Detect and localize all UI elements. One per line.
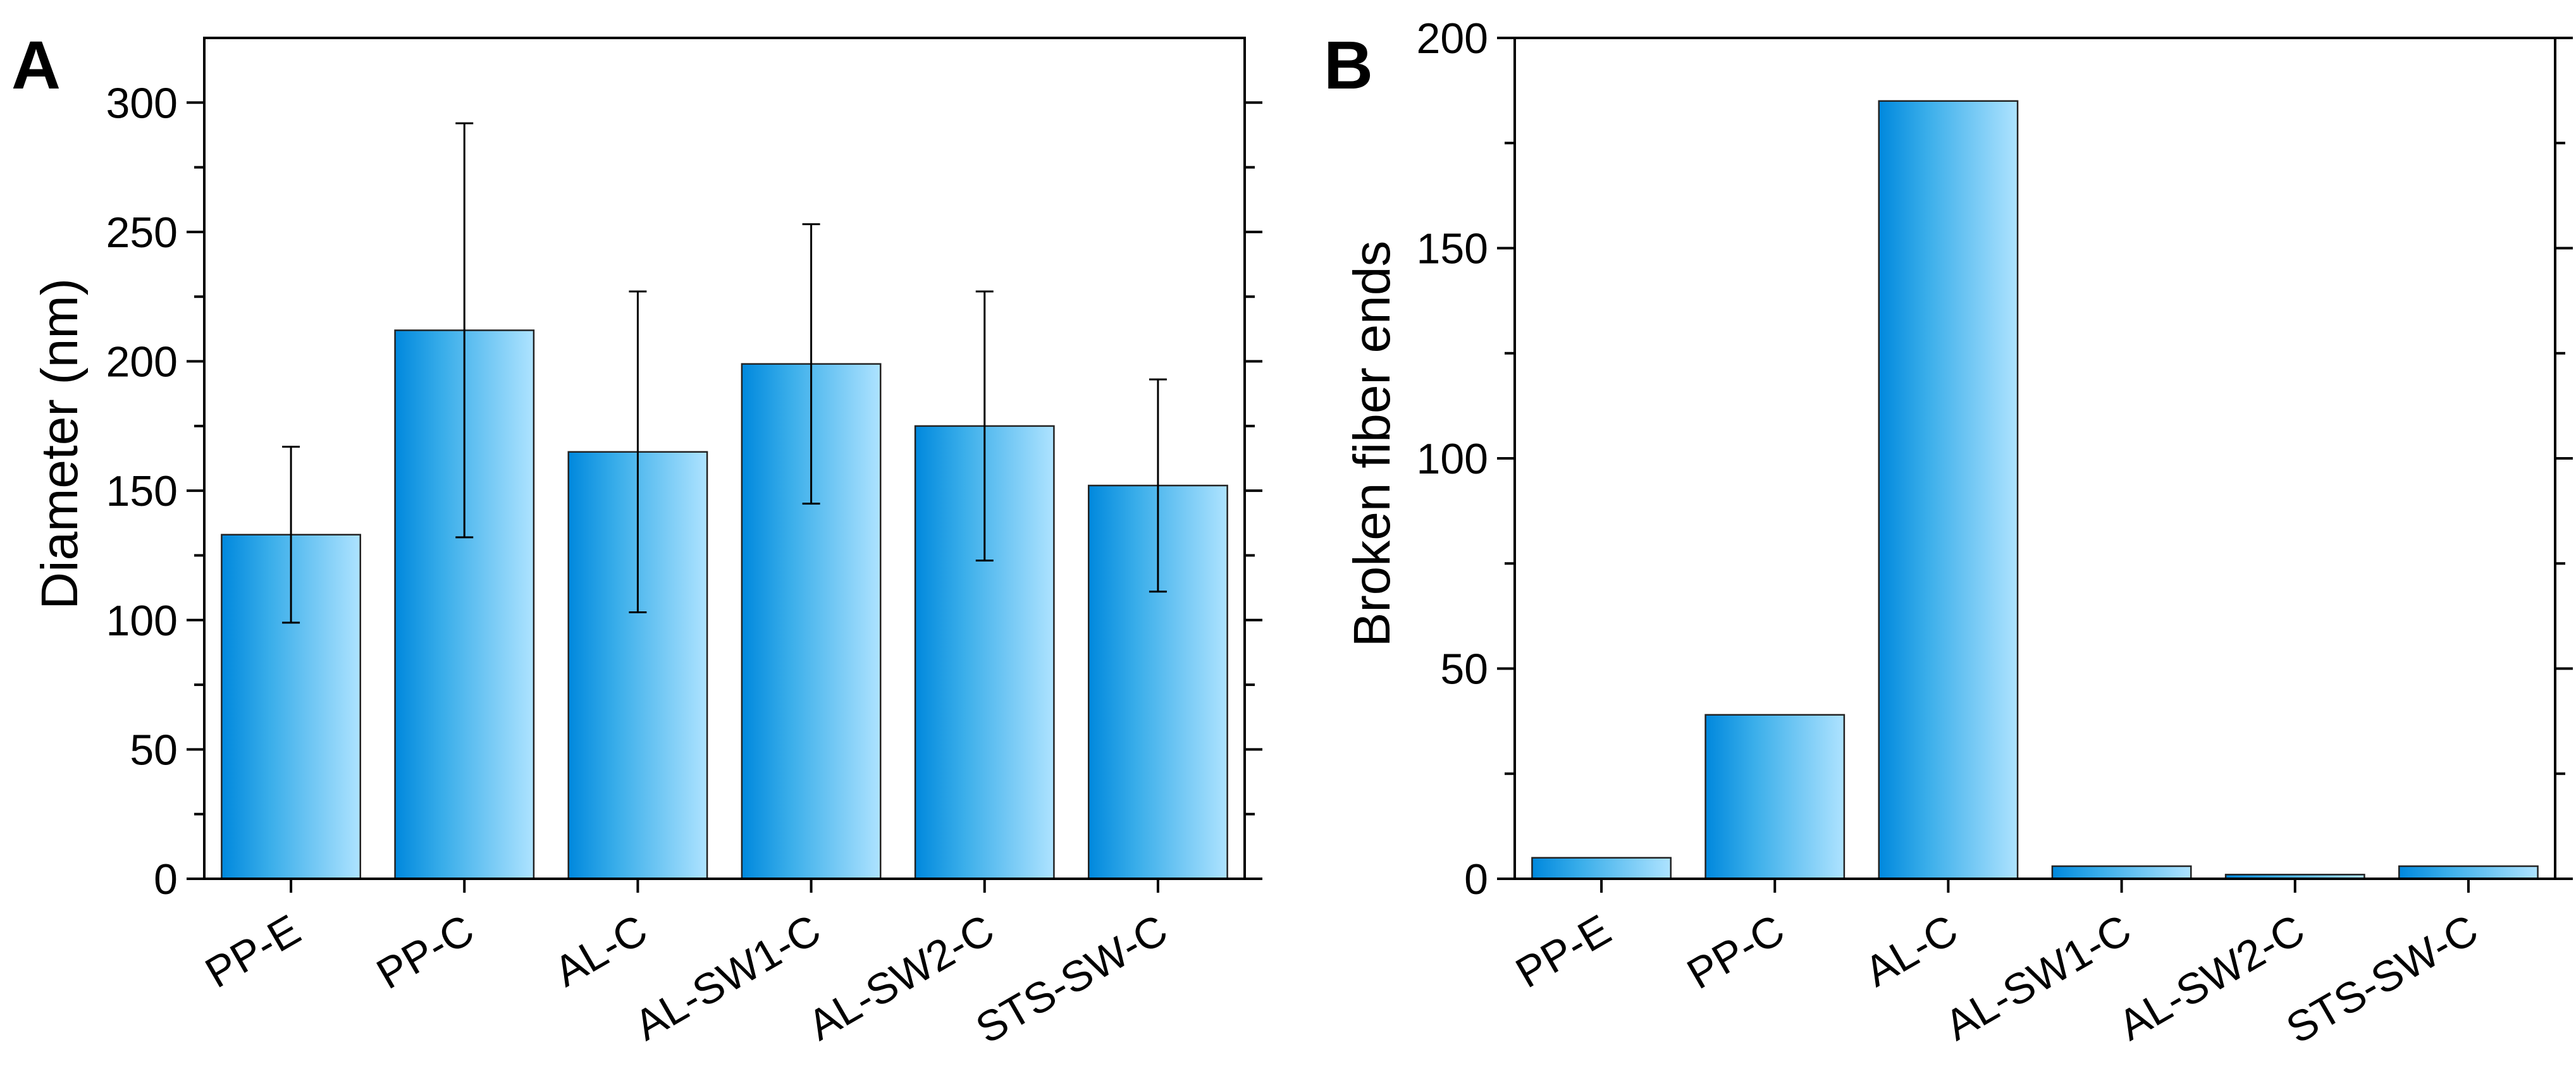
x-category-label: AL-C	[1857, 905, 1966, 996]
panel-b: B Broken fiber ends 0 50 100 150 200 PP-E PP-C…	[1324, 15, 2573, 1053]
bar-b-al-c	[1878, 100, 2019, 880]
x-category-label: PP-C	[369, 905, 482, 998]
bar-b-pp-c	[1704, 714, 1846, 880]
y-tick-label: 50	[130, 726, 178, 774]
bar-b-pp-e	[1531, 857, 1672, 880]
y-tick-label: 300	[106, 79, 178, 127]
y-axis-label-b: Broken fiber ends	[1343, 241, 1401, 647]
x-category-label: AL-C	[546, 905, 655, 996]
plot-frame-b	[1513, 37, 2556, 880]
y-tick-label: 50	[1440, 646, 1488, 694]
x-category-label: AL-SW1-C	[1937, 905, 2139, 1049]
y-tick-label: 150	[1417, 225, 1488, 273]
y-axis-label-a: Diameter (nm)	[31, 278, 89, 609]
bar-b-sts-sw-c	[2398, 865, 2539, 880]
y-tick-label: 200	[1417, 15, 1488, 63]
x-category-label: STS-SW-C	[2278, 905, 2486, 1053]
y-tick-label: 100	[1417, 435, 1488, 483]
x-category-label: PP-E	[197, 905, 308, 997]
y-tick-label: 200	[106, 338, 178, 386]
panel-a: A Diameter (nm) 0 50 100 150 200 250 300 PP-E PP…	[11, 27, 1262, 1053]
x-category-label: STS-SW-C	[968, 905, 1175, 1053]
y-tick-label: 0	[154, 855, 178, 903]
y-tick-label: 0	[1464, 855, 1488, 903]
bar-b-al-sw1-c	[2051, 865, 2192, 880]
x-category-label: PP-E	[1508, 905, 1618, 997]
plot-area-b: 0 50 100 150 200 PP-E PP-C AL-CAL-SW1-CAL-SW2-C…	[1417, 15, 2573, 1053]
plot-frame-a	[203, 37, 1246, 880]
panel-letter-a: A	[11, 27, 61, 103]
panel-letter-b: B	[1324, 27, 1373, 103]
x-category-label: AL-SW2-C	[2111, 905, 2312, 1049]
y-tick-label: 250	[106, 209, 178, 257]
x-category-label: AL-SW2-C	[800, 905, 1002, 1049]
x-category-label: AL-SW1-C	[627, 905, 829, 1049]
x-category-label: PP-C	[1679, 905, 1792, 998]
plot-area-a: 0 50 100 150 200 250 300 PP-E PP-C AL-CAL-SW1-CAL…	[106, 79, 1262, 1053]
y-tick-label: 100	[106, 597, 178, 645]
y-tick-label: 150	[106, 467, 178, 515]
